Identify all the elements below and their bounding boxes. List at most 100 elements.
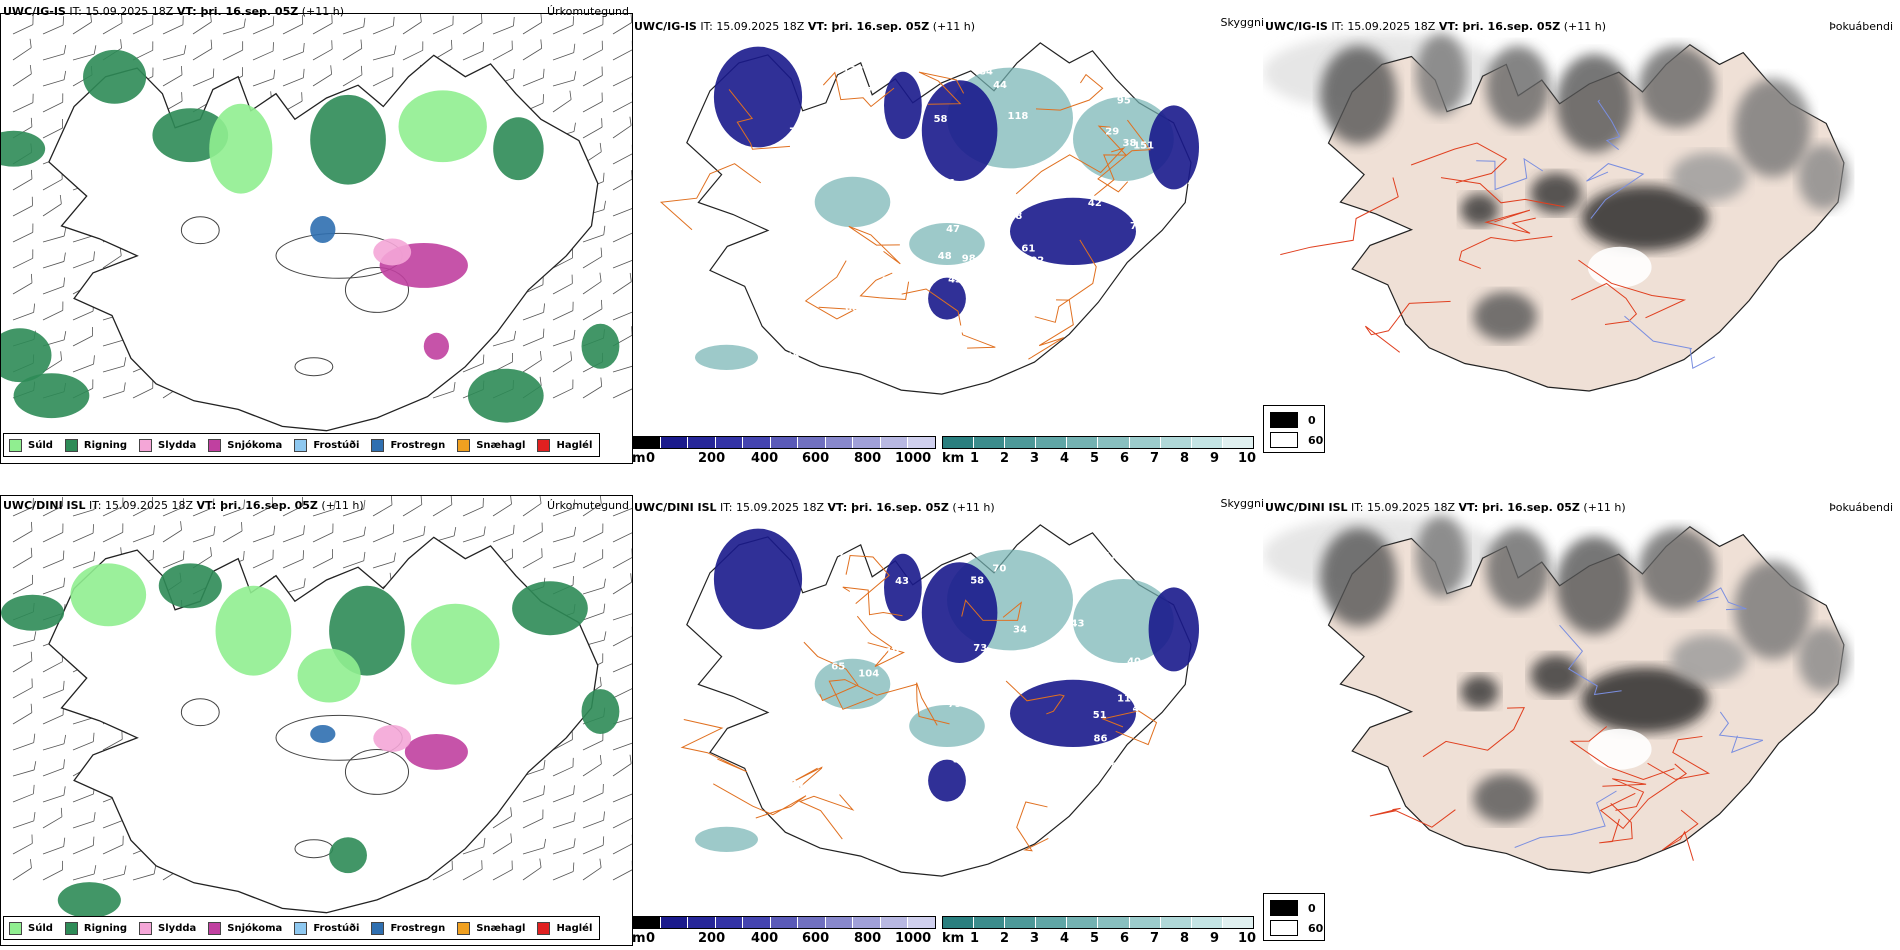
cloudbase-value-label: 48 bbox=[938, 251, 952, 262]
wind-barb bbox=[552, 757, 574, 777]
cloudbase-value-label: 70 bbox=[992, 564, 1006, 575]
colorbar-tick: 0 bbox=[646, 451, 656, 466]
fog-area bbox=[1320, 527, 1397, 627]
cloudbase-value-label: 63 bbox=[920, 804, 934, 815]
wind-barb bbox=[552, 785, 575, 803]
colorbar-bin bbox=[1160, 917, 1192, 928]
cloudbase-value-label: 57 bbox=[953, 755, 967, 766]
fog-variable-label: Þokuábendi bbox=[1829, 20, 1893, 33]
legend-item: Slydda bbox=[139, 921, 196, 935]
low-cloudbase-area bbox=[1148, 587, 1199, 672]
river-line bbox=[1514, 790, 1617, 848]
colorbar-bin bbox=[908, 437, 936, 448]
wind-barb bbox=[252, 42, 274, 61]
precip-area bbox=[1, 328, 52, 383]
colorbar-tick: 1 bbox=[970, 451, 980, 466]
road-line bbox=[1034, 239, 1097, 323]
precip-type-map-row1: UWC/IG-IS IT: 15.09.2025 18Z VT: þri. 16… bbox=[0, 5, 633, 464]
wind-barb bbox=[402, 496, 423, 517]
wind-barb bbox=[102, 835, 124, 855]
wind-barb bbox=[582, 858, 602, 881]
cloudbase-value-label: 40 bbox=[1127, 657, 1141, 668]
fog-legend: 0 60 bbox=[1263, 893, 1325, 941]
colorbar-tick: 400 bbox=[751, 451, 779, 466]
road-line bbox=[804, 260, 857, 320]
wind-barb bbox=[12, 547, 33, 569]
precip-area bbox=[398, 90, 487, 163]
wind-barb bbox=[612, 311, 632, 321]
colorbar-tick: 200 bbox=[698, 451, 726, 466]
cloudbase-value-label: 98 bbox=[962, 254, 976, 265]
wind-barb bbox=[432, 382, 456, 399]
wind-barb bbox=[582, 247, 603, 269]
river-line bbox=[1718, 711, 1764, 754]
colorbar-tick: 1000 bbox=[895, 451, 932, 466]
cloudbase-value-label: 75 bbox=[985, 240, 999, 251]
wind-barb bbox=[612, 754, 632, 777]
wind-barb bbox=[612, 793, 632, 803]
cloudbase-value-label: 63 bbox=[995, 808, 1009, 819]
colorbar-bin bbox=[798, 917, 826, 928]
precip-area bbox=[1, 130, 46, 167]
colorbar-bin bbox=[943, 437, 975, 448]
wind-barb bbox=[42, 497, 63, 517]
fog-panel-title: UWC/DINI ISL IT: 15.09.2025 18Z VT: þri.… bbox=[1265, 501, 1626, 514]
wind-barb bbox=[42, 786, 66, 803]
colorbar-tick: 7 bbox=[1150, 931, 1160, 946]
legend-item: Frostúði bbox=[294, 921, 359, 935]
road-line bbox=[1005, 680, 1065, 715]
wind-barb bbox=[72, 45, 97, 61]
low-cloudbase-area bbox=[1148, 105, 1199, 190]
cloud-variable-label: Skyggni bbox=[1220, 497, 1264, 510]
cloud-variable-label: Skyggni bbox=[1220, 16, 1264, 29]
colorbar-tick: 8 bbox=[1180, 451, 1190, 466]
wind-barb bbox=[192, 498, 215, 517]
wind-barb bbox=[102, 14, 123, 35]
road-line bbox=[1035, 73, 1104, 111]
cloudbase-colorbar bbox=[632, 916, 936, 929]
colorbar-tick: 10 bbox=[1238, 931, 1257, 946]
wind-barb bbox=[252, 497, 273, 517]
wind-barb bbox=[552, 838, 576, 855]
road-line bbox=[1569, 726, 1675, 781]
colorbar-tick: 600 bbox=[802, 451, 830, 466]
wind-barb bbox=[42, 577, 66, 595]
road-line bbox=[1647, 735, 1711, 780]
legend-item: Rigning bbox=[64, 438, 128, 452]
wind-barb bbox=[372, 524, 395, 543]
wind-barb bbox=[12, 93, 34, 113]
low-cloudbase-area bbox=[1010, 197, 1136, 265]
precip-area bbox=[158, 563, 222, 609]
colorbar-tick: 600 bbox=[802, 931, 830, 946]
wind-barb bbox=[42, 680, 65, 699]
colorbar-bin bbox=[825, 917, 854, 928]
colorbar-tick: 6 bbox=[1120, 931, 1130, 946]
cloudbase-value-label: 135 bbox=[958, 325, 979, 336]
road-line bbox=[848, 225, 901, 265]
wind-barb bbox=[162, 15, 184, 35]
fog-area bbox=[1798, 144, 1850, 210]
wind-barb bbox=[282, 525, 305, 543]
cloudbase-value-label: 56 bbox=[856, 763, 870, 774]
road-line bbox=[1440, 177, 1565, 208]
wind-barb bbox=[72, 14, 92, 35]
wind-barb bbox=[462, 526, 486, 543]
low-cloudbase-area bbox=[884, 553, 922, 621]
wind-barb bbox=[342, 499, 366, 517]
cloudbase-value-label: 79 bbox=[948, 699, 962, 710]
wind-barb bbox=[522, 14, 543, 35]
wind-barb bbox=[552, 90, 572, 113]
road-line bbox=[1094, 125, 1128, 196]
wind-barb bbox=[72, 865, 97, 881]
fog-area bbox=[1798, 626, 1850, 692]
wind-barb bbox=[42, 252, 66, 269]
road-line bbox=[859, 272, 910, 301]
river-line bbox=[1559, 624, 1622, 696]
legend-item: Rigning bbox=[64, 921, 127, 935]
cloudbase-value-label: 151 bbox=[1133, 141, 1154, 152]
wind-barb bbox=[612, 259, 632, 269]
road-line bbox=[792, 766, 823, 788]
wind-barb bbox=[432, 860, 453, 881]
cloudbase-colorbar bbox=[632, 436, 936, 449]
legend-label: Rigning bbox=[83, 439, 128, 451]
